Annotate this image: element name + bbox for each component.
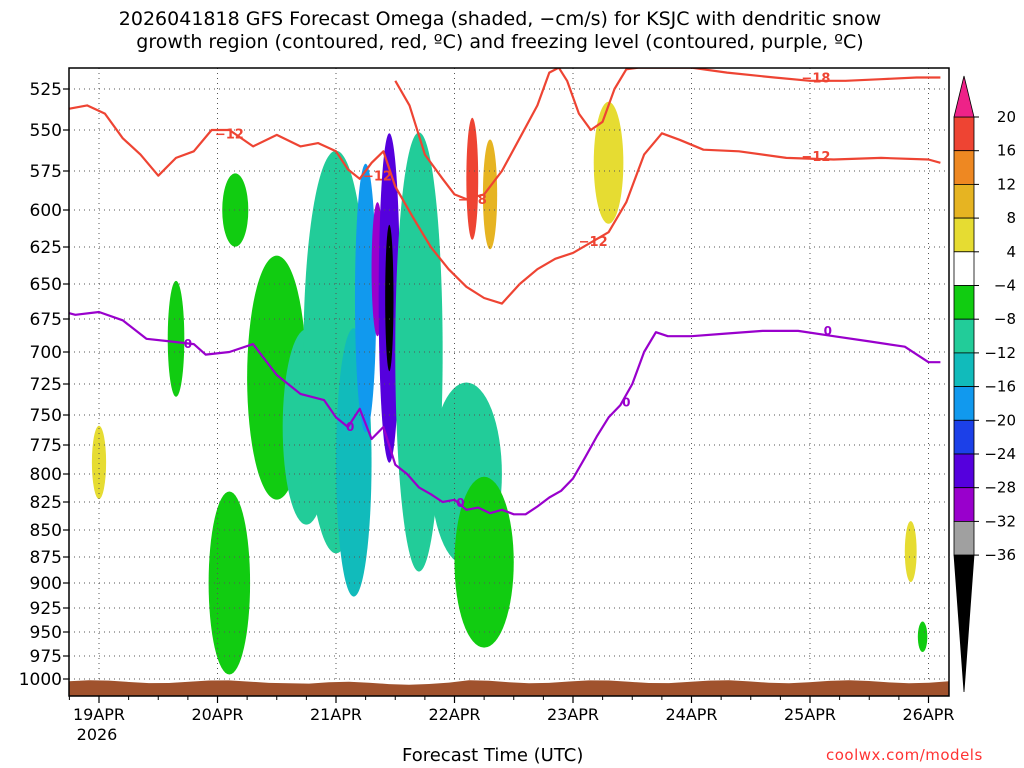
colorbar-segment-8 xyxy=(953,386,975,421)
colorbar-label-2: 12 xyxy=(997,175,1016,193)
colorbar-segment-4 xyxy=(953,251,975,286)
ground-layer xyxy=(69,680,949,696)
colorbar-segment-12 xyxy=(953,521,975,556)
colorbar-label-13: −36 xyxy=(984,546,1016,564)
x-tick-label-19: 19APR xyxy=(73,705,125,724)
x-tick-label-23: 23APR xyxy=(547,705,599,724)
chart-title: 2026041818 GFS Forecast Omega (shaded, −… xyxy=(0,8,1000,54)
chart-title-line-2: growth region (contoured, red, ºC) and f… xyxy=(136,31,864,53)
colorbar-segment-10 xyxy=(953,453,975,489)
colorbar-label-0: 20 xyxy=(997,108,1016,126)
y-tick-label-875: 875 xyxy=(30,548,62,568)
omega-cell-10 xyxy=(385,224,394,372)
omega-cell-19 xyxy=(917,621,928,653)
red-contour-label-2: −12 xyxy=(363,170,392,185)
y-tick-label-675: 675 xyxy=(30,310,62,330)
colorbar-segment-5 xyxy=(953,285,975,320)
colorbar-min-arrow xyxy=(953,554,975,693)
y-tick-label-775: 775 xyxy=(30,436,62,456)
colorbar-label-3: 8 xyxy=(1006,209,1016,227)
y-tick-label-600: 600 xyxy=(30,201,62,221)
colorbar-segment-7 xyxy=(953,352,975,387)
purple-contour-label-0: 0 xyxy=(184,337,192,351)
omega-cell-16 xyxy=(593,101,624,224)
y-tick-label-750: 750 xyxy=(30,406,62,426)
omega-cell-15 xyxy=(482,139,498,250)
omega-cell-0 xyxy=(167,280,185,397)
y-tick-label-825: 825 xyxy=(30,493,62,513)
y-tick-label-650: 650 xyxy=(30,275,62,295)
red-contour-label-1: −12 xyxy=(215,127,244,142)
x-tick-label-25: 25APR xyxy=(784,705,836,724)
red-contour-label-3: −18 xyxy=(458,193,487,208)
red-contour-label-5: −12 xyxy=(801,150,830,165)
omega-cell-18 xyxy=(904,521,917,583)
y-tick-label-550: 550 xyxy=(30,121,62,141)
contour-line-2 xyxy=(69,310,941,516)
y-tick-label-850: 850 xyxy=(30,521,62,541)
red-contour-label-4: −12 xyxy=(579,235,608,250)
colorbar-segment-1 xyxy=(953,150,975,185)
purple-contour-label-1: 0 xyxy=(346,420,354,434)
contour-lines xyxy=(69,68,941,516)
y-tick-label-725: 725 xyxy=(30,375,62,395)
chart-title-line-1: 2026041818 GFS Forecast Omega (shaded, −… xyxy=(118,8,882,30)
colorbar: 20 16 12 8 4 −4 −8 −12 −16 −20 −24 −28 −32 −36 xyxy=(953,75,1016,693)
ground-terrain xyxy=(69,680,949,696)
colorbar-segment-9 xyxy=(953,419,975,455)
purple-contour-label-3: 0 xyxy=(622,396,630,410)
contour-labels: −18 −12 −12 −18 −12 −12 0 0 0 0 0 xyxy=(184,72,832,511)
colorbar-label-9: −20 xyxy=(984,411,1016,429)
x-tick-label-26: 26APR xyxy=(902,705,954,724)
colorbar-segment-6 xyxy=(953,318,975,354)
y-tick-label-900: 900 xyxy=(30,574,62,594)
colorbar-segment-0 xyxy=(953,116,975,152)
colorbar-label-1: 16 xyxy=(997,142,1016,160)
colorbar-segment-3 xyxy=(953,217,975,253)
y-tick-label-700: 700 xyxy=(30,343,62,363)
colorbar-label-5: −4 xyxy=(994,277,1016,295)
x-tick-label-22: 22APR xyxy=(428,705,480,724)
colorbar-segment-2 xyxy=(953,183,975,219)
omega-cell-11 xyxy=(395,132,443,572)
omega-cell-13 xyxy=(454,476,514,648)
y-tick-label-800: 800 xyxy=(30,465,62,485)
colorbar-label-4: 4 xyxy=(1006,243,1016,261)
colorbar-label-10: −24 xyxy=(984,445,1016,463)
colorbar-label-11: −28 xyxy=(984,479,1016,497)
purple-contour-label-2: 0 xyxy=(456,496,464,510)
omega-cell-17 xyxy=(91,425,107,499)
omega-cell-7 xyxy=(354,163,377,433)
credit-link[interactable]: coolwx.com/models xyxy=(826,746,983,764)
x-tick-label-24: 24APR xyxy=(665,705,717,724)
purple-contour-label-4: 0 xyxy=(824,324,832,338)
y-tick-label-925: 925 xyxy=(30,599,62,619)
y-tick-label-625: 625 xyxy=(30,238,62,258)
plot-frame xyxy=(68,67,950,697)
colorbar-max-arrow xyxy=(953,75,975,118)
contour-line-0 xyxy=(69,104,941,305)
x-tick-label-20: 20APR xyxy=(191,705,243,724)
red-contour-label-0: −18 xyxy=(801,72,830,87)
y-tick-label-950: 950 xyxy=(30,623,62,643)
colorbar-label-7: −12 xyxy=(984,344,1016,362)
omega-cell-14 xyxy=(466,117,479,240)
colorbar-segment-11 xyxy=(953,487,975,522)
colorbar-label-12: −32 xyxy=(984,512,1016,530)
y-tick-label-1000: 1000 xyxy=(19,670,62,690)
omega-cell-1 xyxy=(222,173,249,247)
plot-grid xyxy=(69,68,949,696)
contour-line-1 xyxy=(394,68,941,201)
x-axis-title: Forecast Time (UTC) xyxy=(402,745,584,766)
y-axis: 525 550 575 600 625 650 675 700 725 750 775 800 825 8… xyxy=(19,80,69,690)
y-tick-label-575: 575 xyxy=(30,162,62,182)
colorbar-label-6: −8 xyxy=(994,310,1016,328)
y-tick-label-525: 525 xyxy=(30,80,62,100)
colorbar-label-8: −16 xyxy=(984,378,1016,396)
x-tick-label-21: 21APR xyxy=(310,705,362,724)
y-tick-label-975: 975 xyxy=(30,647,62,667)
x-tick-sublabel-19: 2026 xyxy=(77,725,118,744)
